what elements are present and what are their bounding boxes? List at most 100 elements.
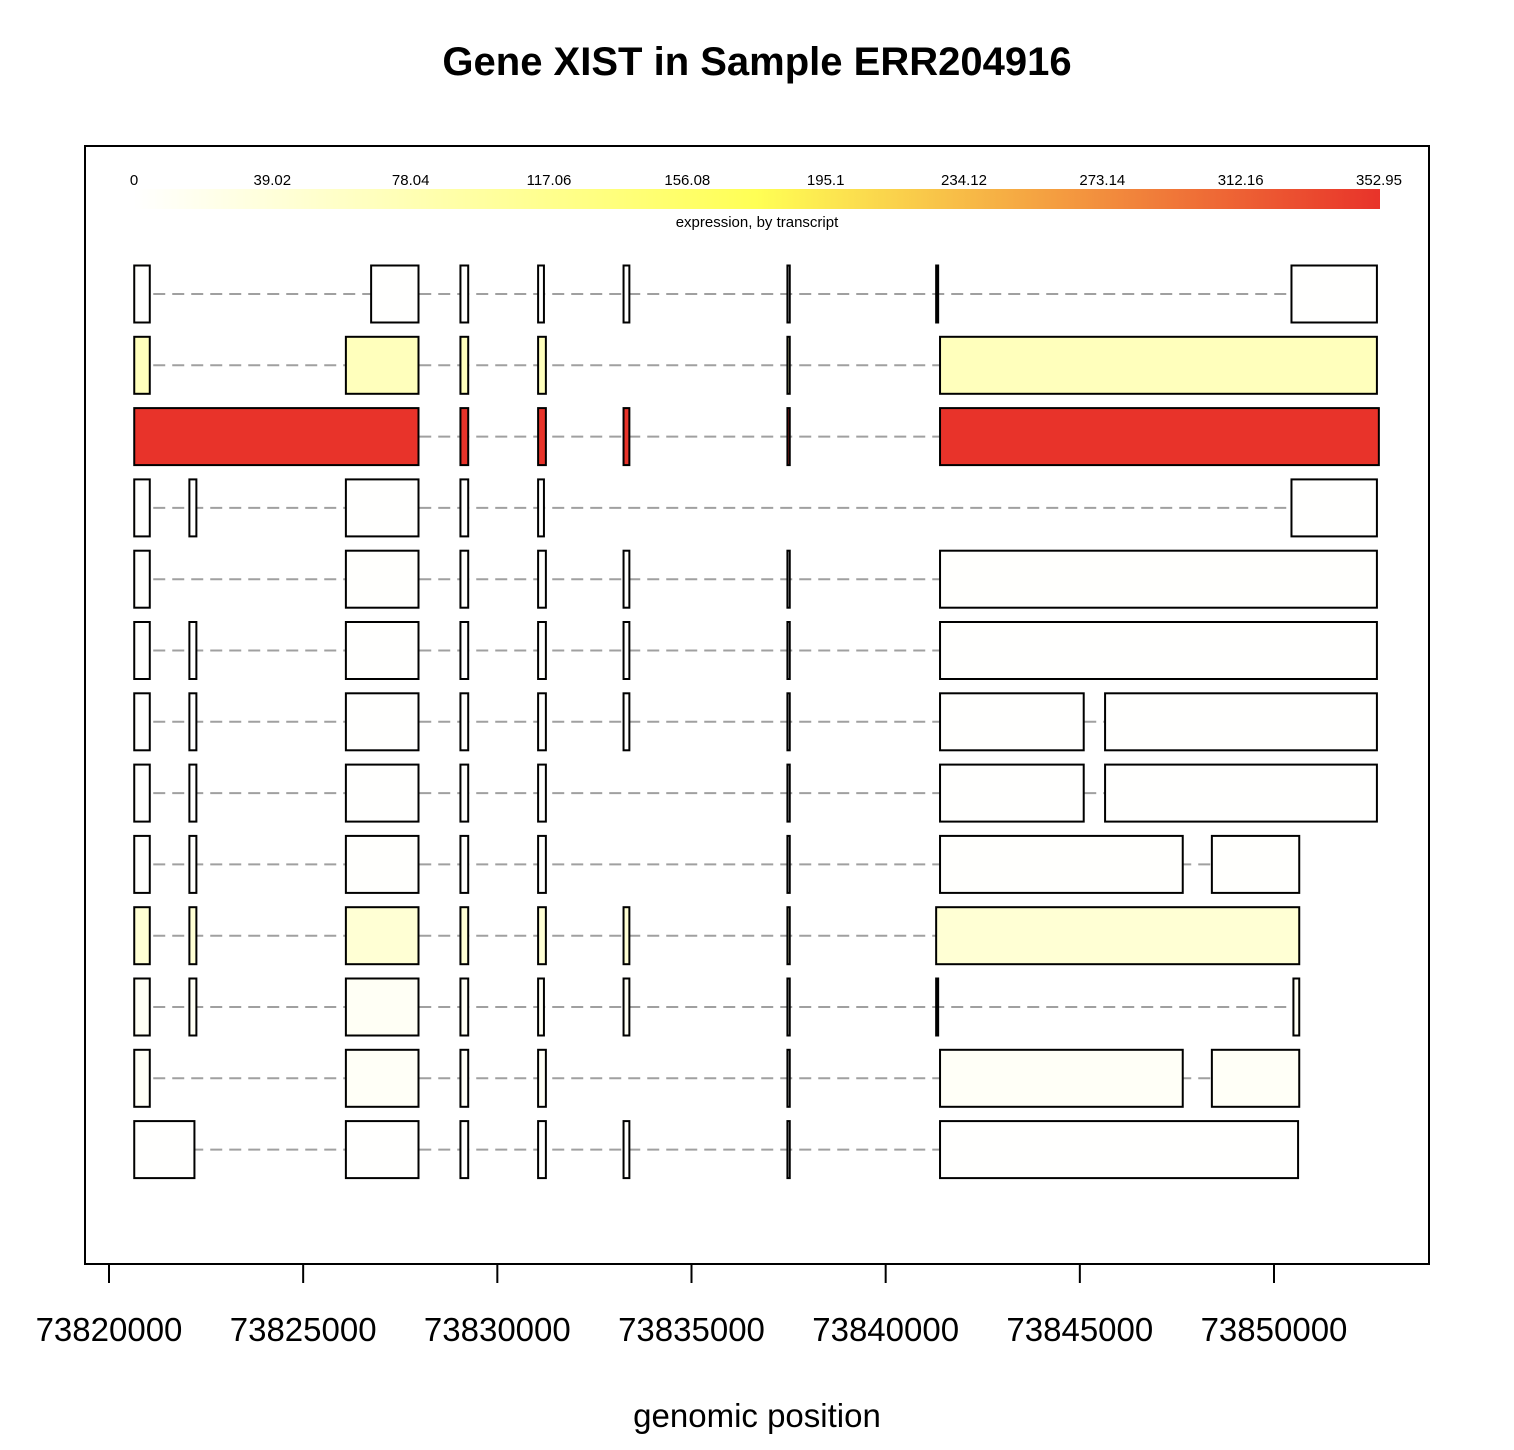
transcript-row	[133, 1120, 1300, 1180]
exon-box	[344, 1048, 420, 1108]
expression-colorbar: 0 39.02 78.04 117.06 156.08 195.1 234.12 273.14…	[130, 172, 1402, 209]
exon-box	[459, 478, 470, 538]
exon-box	[622, 906, 631, 966]
exon-box	[459, 906, 470, 966]
exon-box	[537, 1048, 547, 1108]
chart-title: Gene XIST in Sample ERR204916	[442, 40, 1071, 84]
exon-box	[537, 834, 547, 894]
colorbar-tick-label: 117.06	[527, 172, 572, 189]
transcript-row	[133, 407, 1380, 467]
exon-box	[1210, 1048, 1301, 1108]
exon-box	[188, 478, 198, 538]
exon-box	[537, 763, 547, 823]
exon-box	[622, 1120, 631, 1180]
colorbar-tick-label: 0	[130, 172, 138, 189]
transcript-row	[133, 264, 1378, 324]
exon-box	[537, 692, 547, 752]
exon-box	[133, 478, 151, 538]
colorbar-tick-label: 234.12	[941, 172, 987, 189]
exon-box	[786, 692, 791, 752]
exon-box	[133, 407, 420, 467]
exon-box	[459, 977, 470, 1037]
exon-box	[133, 763, 151, 823]
colorbar-label: expression, by transcript	[676, 214, 839, 231]
exon-box	[344, 549, 420, 609]
exon-box	[459, 549, 470, 609]
exon-box	[344, 478, 420, 538]
exon-box	[786, 264, 791, 324]
exon-box	[786, 977, 791, 1037]
x-tick-label: 73830000	[424, 1311, 571, 1348]
exon-box	[133, 264, 151, 324]
exon-box	[537, 335, 547, 395]
exon-box	[935, 906, 1301, 966]
exon-box	[786, 763, 791, 823]
exon-box	[344, 335, 420, 395]
exon-box	[344, 692, 420, 752]
exon-box	[537, 549, 547, 609]
colorbar-tick-label: 39.02	[254, 172, 292, 189]
exon-box	[459, 834, 470, 894]
transcript-row	[133, 763, 1378, 823]
exon-box	[133, 692, 151, 752]
exon-box	[939, 1120, 1300, 1180]
transcript-row	[133, 906, 1301, 966]
exon-box	[344, 1120, 420, 1180]
x-tick-label: 73845000	[1006, 1311, 1153, 1348]
exon-box	[344, 977, 420, 1037]
exon-box	[188, 692, 198, 752]
transcript-row	[133, 621, 1378, 680]
exon-box	[459, 1048, 470, 1108]
x-axis-title: genomic position	[633, 1397, 881, 1434]
exon-box	[1104, 763, 1378, 823]
exon-box	[1104, 692, 1378, 752]
exon-box	[344, 763, 420, 823]
exon-box	[133, 621, 151, 680]
exon-box	[133, 834, 151, 894]
exon-box	[459, 335, 470, 395]
transcript-tracks	[133, 264, 1380, 1180]
exon-box	[622, 407, 631, 467]
exon-box	[459, 621, 470, 680]
exon-box	[370, 264, 420, 324]
x-tick-label: 73825000	[230, 1311, 377, 1348]
exon-box	[344, 621, 420, 680]
exon-box	[935, 977, 940, 1037]
exon-box	[133, 1048, 151, 1108]
exon-box	[537, 264, 545, 324]
exon-box	[459, 692, 470, 752]
exon-box	[344, 834, 420, 894]
colorbar-gradient	[134, 189, 1380, 209]
exon-box	[133, 977, 151, 1037]
transcript-row	[133, 692, 1378, 752]
transcript-row	[133, 1048, 1301, 1108]
x-tick-label: 73840000	[812, 1311, 959, 1348]
x-tick-label: 73835000	[618, 1311, 765, 1348]
x-tick-label: 73850000	[1201, 1311, 1348, 1348]
exon-box	[188, 621, 198, 680]
exon-box	[537, 407, 547, 467]
transcript-row	[133, 549, 1378, 609]
exon-box	[188, 834, 198, 894]
exon-box	[622, 977, 631, 1037]
exon-box	[188, 763, 198, 823]
exon-box	[459, 264, 470, 324]
colorbar-tick-label: 156.08	[664, 172, 710, 189]
colorbar-tick-label: 312.16	[1218, 172, 1264, 189]
exon-box	[939, 549, 1378, 609]
exon-box	[786, 1048, 791, 1108]
exon-box	[1292, 977, 1301, 1037]
exon-box	[537, 906, 547, 966]
exon-box	[537, 977, 545, 1037]
exon-box	[133, 335, 151, 395]
exon-box	[537, 1120, 547, 1180]
exon-box	[133, 549, 151, 609]
exon-box	[786, 834, 791, 894]
x-tick-label: 73820000	[36, 1311, 183, 1348]
exon-box	[537, 478, 545, 538]
exon-box	[786, 621, 791, 680]
exon-box	[622, 692, 631, 752]
exon-box	[939, 407, 1380, 467]
transcript-row	[133, 478, 1378, 538]
